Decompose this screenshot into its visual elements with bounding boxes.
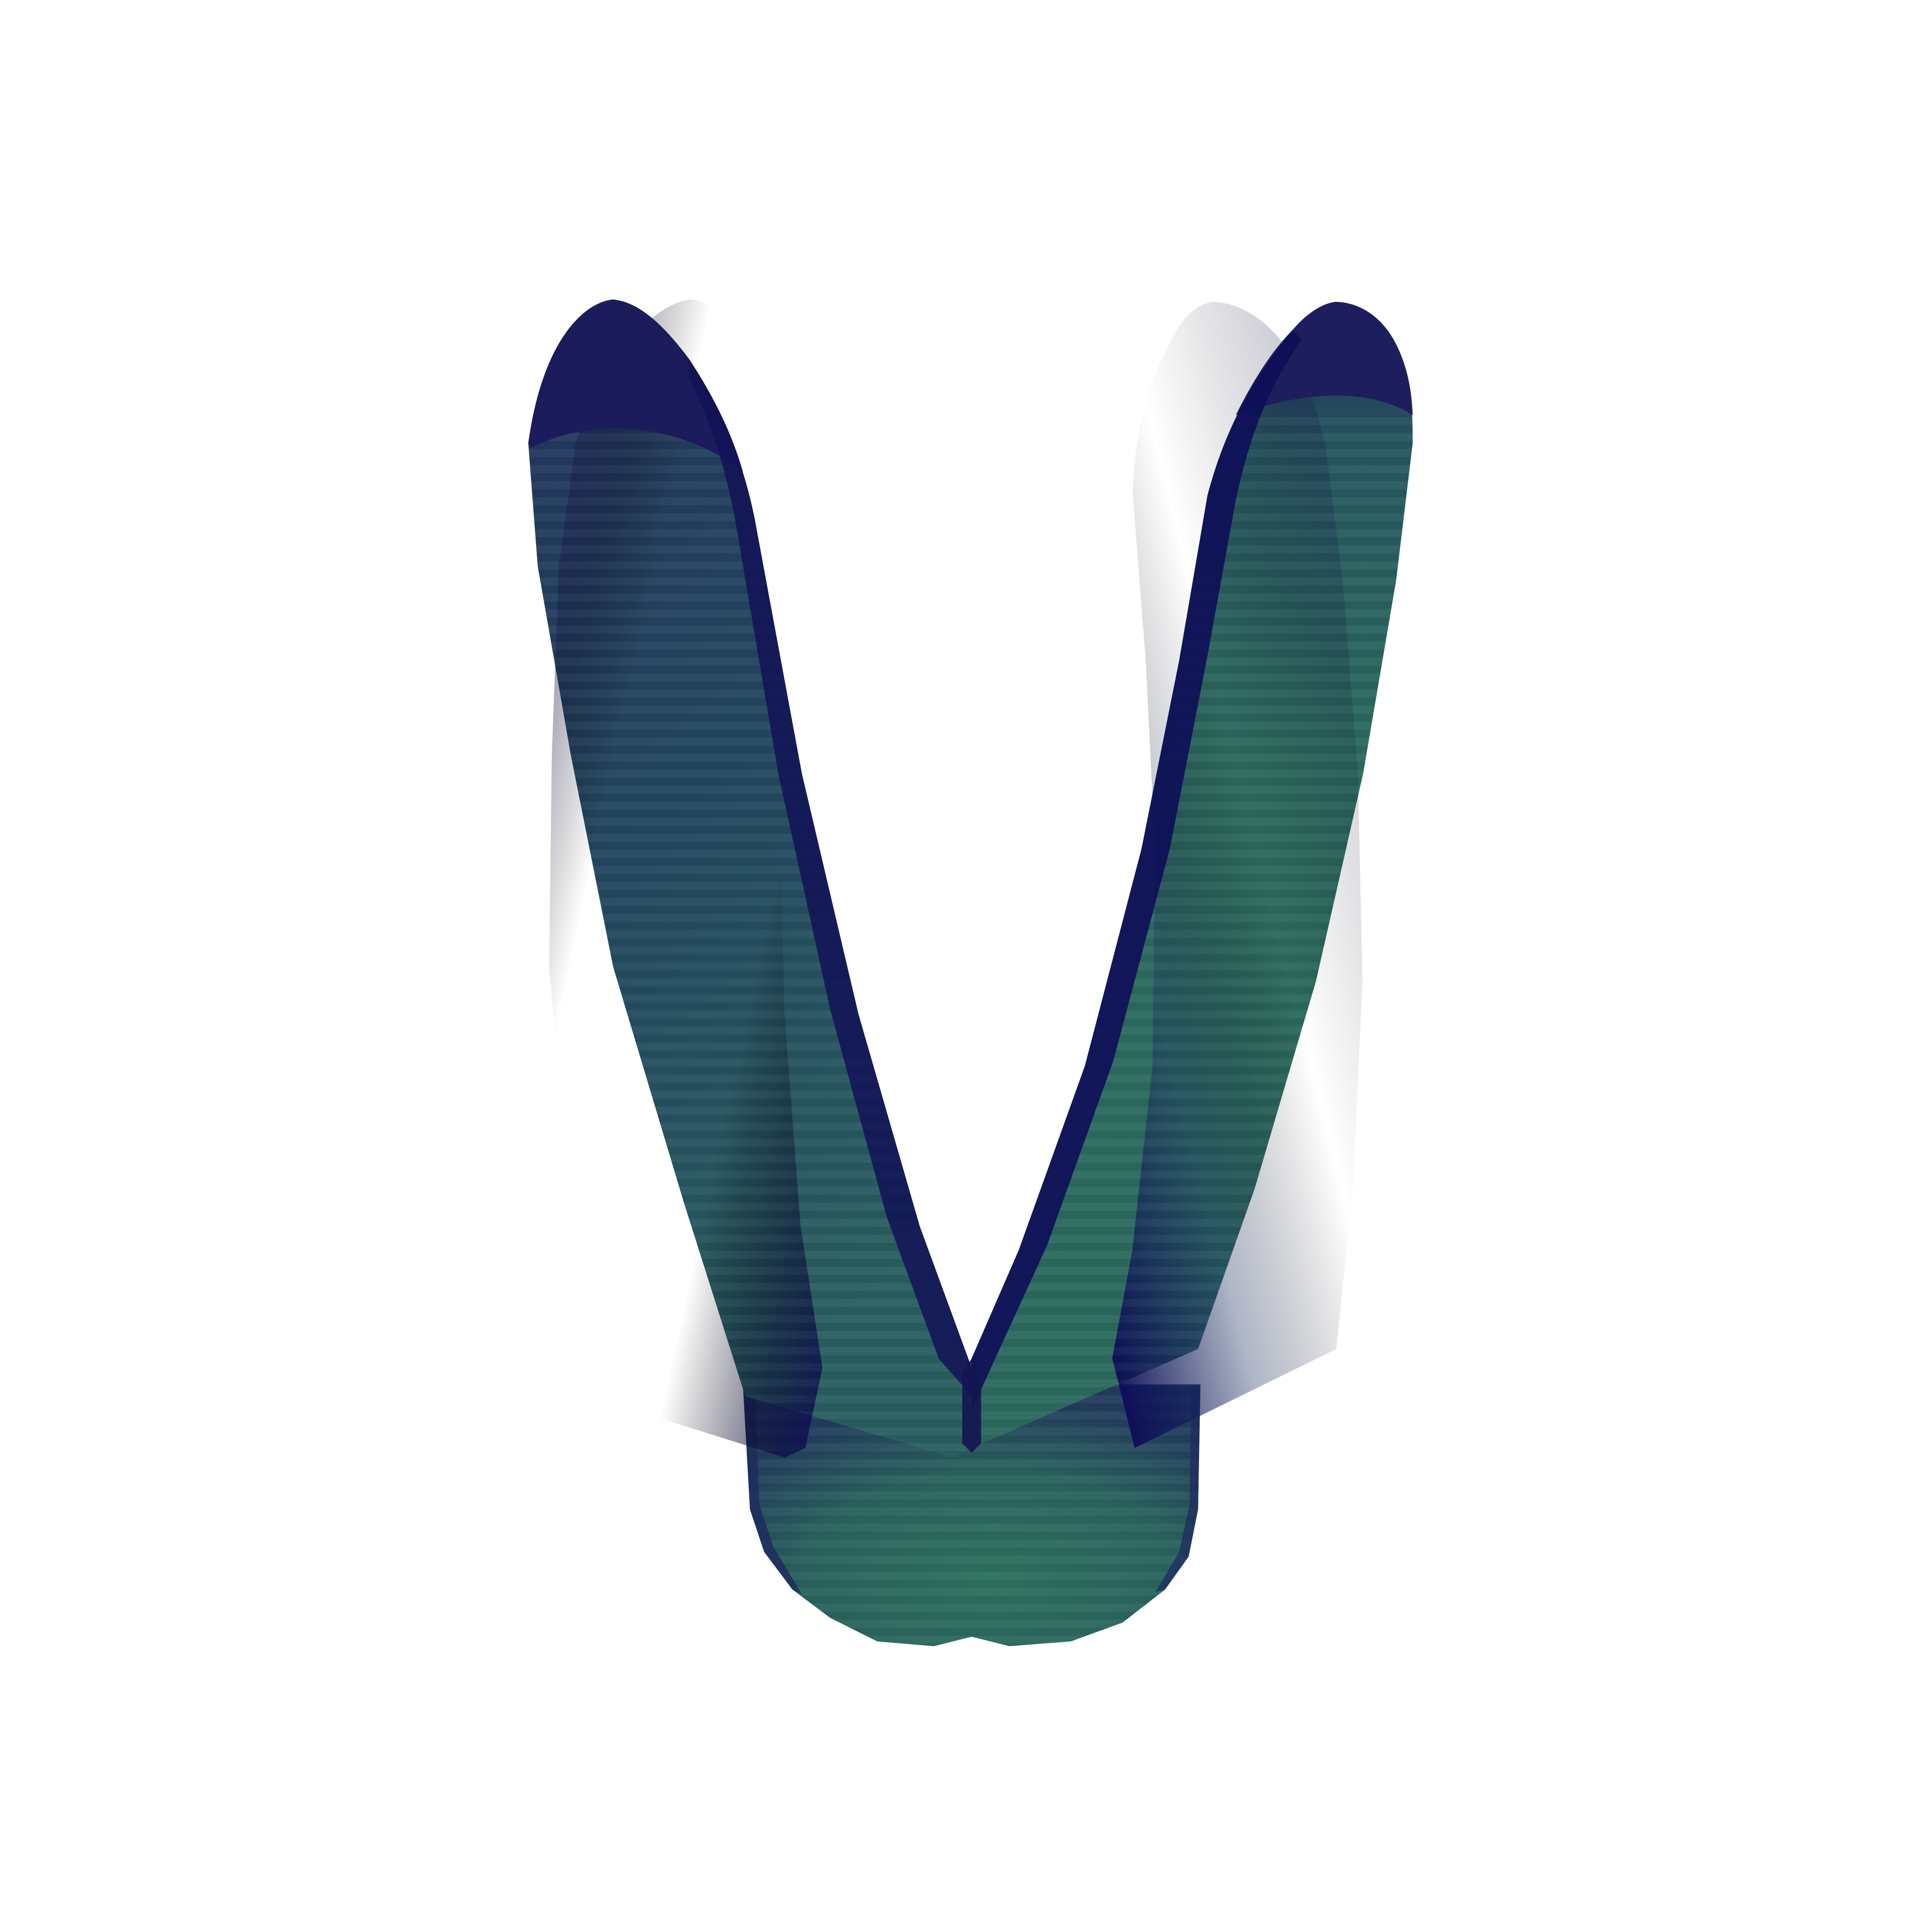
v-right-arm — [849, 302, 1576, 1448]
v-vertex-crease — [962, 1358, 981, 1453]
v-joint — [743, 1384, 1200, 1646]
v-left-arm — [360, 300, 1050, 1457]
